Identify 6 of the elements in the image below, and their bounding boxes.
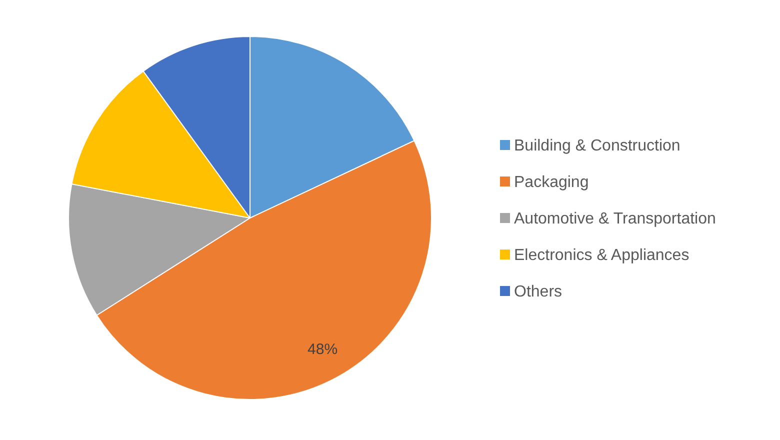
legend-label: Automotive & Transportation (514, 210, 716, 228)
legend-label: Packaging (514, 174, 589, 191)
legend-label: Others (514, 283, 562, 300)
data-label: 48% (308, 341, 338, 358)
legend-label: Electronics & Appliances (514, 246, 690, 264)
legend-label: Building & Construction (514, 137, 680, 154)
